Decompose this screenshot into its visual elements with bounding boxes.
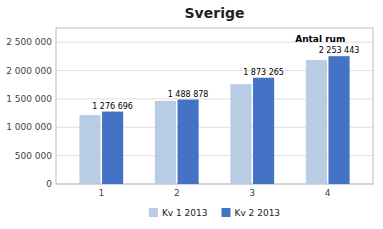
bar [328,56,349,184]
legend-label: Kv 2 2013 [235,208,281,218]
bar [102,112,123,184]
x-tick-label: 2 [174,188,180,198]
data-label: 1 488 878 [168,90,209,99]
legend-label: Kv 1 2013 [162,208,208,218]
y-tick-label: 2 000 000 [6,66,52,76]
annotation: Antal rum [295,34,345,44]
y-tick-label: 0 [46,179,52,189]
legend-swatch [149,208,158,217]
y-tick-label: 1 500 000 [6,94,52,104]
bar [230,84,251,184]
data-label: 1 873 265 [243,68,284,77]
data-label: 2 253 443 [319,46,360,55]
y-tick-label: 2 500 000 [6,37,52,47]
bars [79,56,349,184]
bar [155,101,176,184]
y-tick-label: 1 000 000 [6,122,52,132]
bar [306,60,327,184]
title: Sverige [185,5,245,21]
bar [79,115,100,184]
x-tick-label: 3 [249,188,255,198]
legend-swatch [222,208,231,217]
data-label: 1 276 696 [92,102,133,111]
bar [178,100,199,184]
y-tick-label: 500 000 [15,151,52,161]
x-tick-label: 4 [325,188,331,198]
plot-frame [56,28,373,184]
legend: Kv 1 2013 Kv 2 2013 [149,208,280,218]
x-tick-label: 1 [98,188,104,198]
chart: Sverige 0 500 000 1 000 000 1 500 000 2 000 0… [0,0,383,229]
bar [253,78,274,184]
